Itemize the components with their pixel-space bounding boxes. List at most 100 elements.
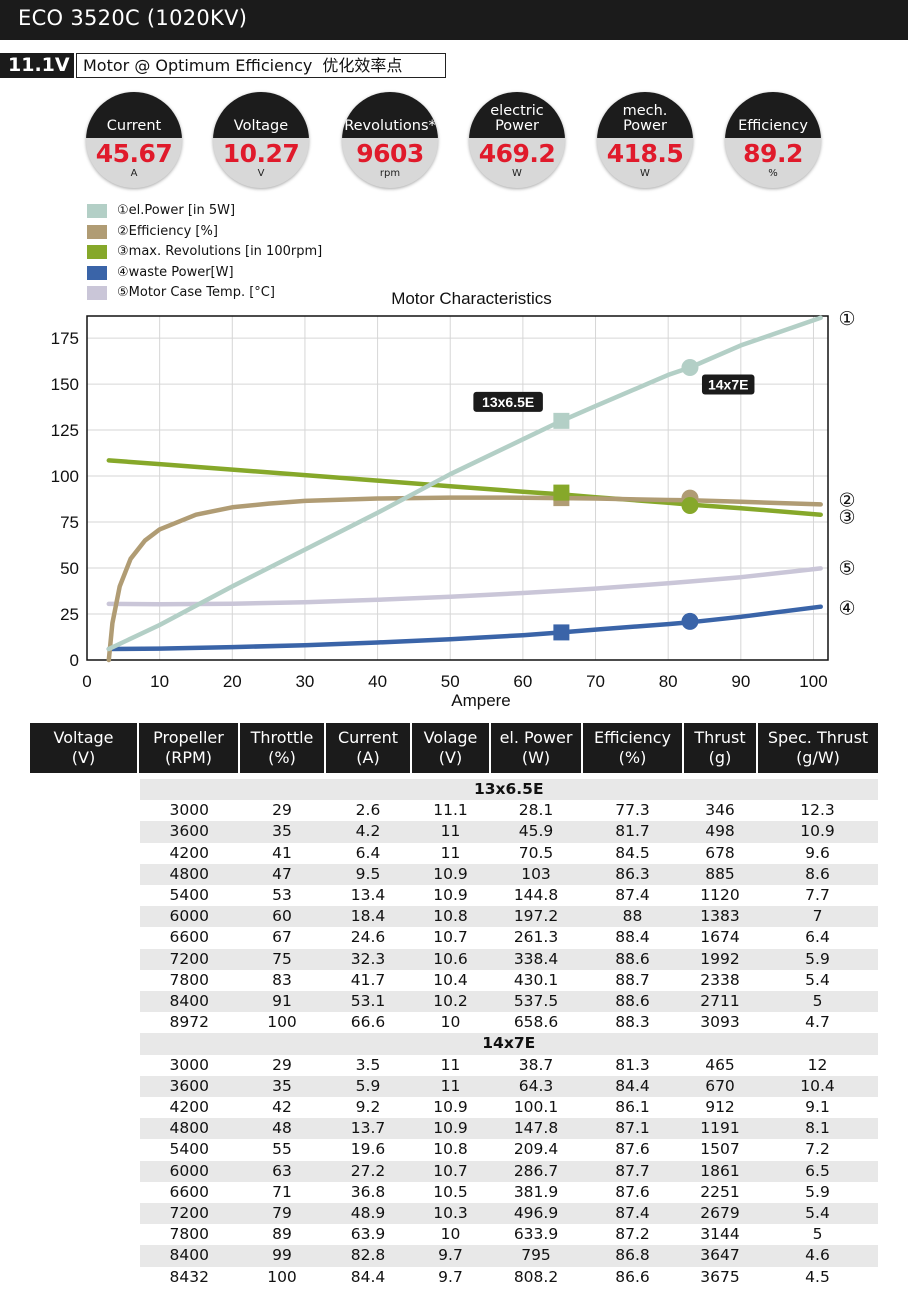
table-cell: 79 bbox=[239, 1203, 325, 1225]
column-header: Thrust (g) bbox=[682, 723, 757, 773]
table-cell: 63 bbox=[239, 1160, 325, 1182]
gauge-cap bbox=[469, 92, 565, 138]
table-cell: 4200 bbox=[138, 1097, 239, 1119]
table-cell: 6.4 bbox=[325, 842, 411, 864]
table-cell: 5400 bbox=[138, 885, 239, 907]
table-cell: 87.1 bbox=[582, 1118, 683, 1140]
table-cell: 47 bbox=[239, 863, 325, 886]
gauge-label: Voltage bbox=[233, 118, 289, 134]
gauge-electric-power: electric Power 469.2 W bbox=[469, 92, 565, 188]
table-cell: 6600 bbox=[138, 1181, 239, 1204]
table-cell: 381.9 bbox=[490, 1181, 582, 1204]
table-cell: 912 bbox=[683, 1097, 757, 1119]
table-row: 4200 41 6.4 11 70.5 84.5 678 9.6 bbox=[30, 842, 878, 864]
gauge-label: Current bbox=[106, 118, 162, 134]
legend-swatch bbox=[87, 204, 107, 218]
table-cell: 11 bbox=[411, 821, 490, 843]
table-cell: 670 bbox=[683, 1075, 757, 1098]
table-row: 8972 100 66.6 10 658.6 88.3 3093 4.7 bbox=[30, 1012, 878, 1034]
table-cell: 53.1 bbox=[325, 991, 411, 1013]
operating-point-marker bbox=[553, 412, 570, 429]
gauge-voltage: Voltage 10.27 V bbox=[213, 92, 309, 188]
table-cell: 795 bbox=[490, 1245, 582, 1267]
table-cell: 1861 bbox=[683, 1160, 757, 1182]
table-cell: 10.3 bbox=[411, 1203, 490, 1225]
table-cell: 10.8 bbox=[411, 906, 490, 928]
motor-characteristics-chart: 0 10 20 30 40 50 60 70 80 90 100 0 25 50 75 100 125 150 17… bbox=[51, 289, 856, 710]
gauge-label: Revolutions* bbox=[344, 118, 436, 134]
y-tick-label: 25 bbox=[60, 605, 79, 624]
table-cell: 4800 bbox=[138, 1118, 239, 1140]
table-cell: 10.4 bbox=[411, 969, 490, 992]
table-cell: 86.3 bbox=[582, 863, 683, 886]
table-row: 3000 29 3.5 11 38.7 81.3 465 12 bbox=[30, 1054, 878, 1076]
table-cell: 465 bbox=[683, 1054, 757, 1076]
table-cell: 35 bbox=[239, 821, 325, 843]
table-cell: 658.6 bbox=[490, 1012, 582, 1034]
table-cell: 3647 bbox=[683, 1245, 757, 1267]
table-cell: 41.7 bbox=[325, 969, 411, 992]
table-cell: 24.6 bbox=[325, 927, 411, 949]
gauge-label: electric Power bbox=[490, 103, 544, 134]
table-cell: 99 bbox=[239, 1245, 325, 1267]
table-cell: 6.4 bbox=[757, 927, 878, 949]
x-tick-label: 90 bbox=[731, 672, 750, 691]
table-cell: 6.5 bbox=[757, 1160, 878, 1182]
table-cell: 5 bbox=[757, 1224, 878, 1246]
table-cell: 633.9 bbox=[490, 1224, 582, 1246]
table-cell: 67 bbox=[239, 927, 325, 949]
y-tick-label: 150 bbox=[51, 375, 79, 394]
voltage-group-label: 11.1V (3S LIPO) bbox=[30, 773, 140, 1288]
table-cell: 10.6 bbox=[411, 948, 490, 970]
table-cell: 10.9 bbox=[411, 1097, 490, 1119]
table-cell: 8400 bbox=[138, 1245, 239, 1267]
table-cell: 2711 bbox=[683, 991, 757, 1013]
table-cell: 7800 bbox=[138, 969, 239, 992]
table-cell: 7200 bbox=[138, 948, 239, 970]
y-tick-label: 125 bbox=[51, 421, 79, 440]
table-cell: 2251 bbox=[683, 1181, 757, 1204]
operating-point-marker bbox=[553, 624, 570, 641]
legend-label: ③max. Revolutions [in 100rpm] bbox=[117, 244, 323, 260]
gauge-label: mech. Power bbox=[622, 103, 668, 134]
table-cell: 10.7 bbox=[411, 927, 490, 949]
table-cell: 10.2 bbox=[411, 991, 490, 1013]
gauge-value: 469.2 bbox=[478, 139, 556, 168]
propeller-label-box bbox=[473, 391, 543, 412]
gauge-value: 45.67 bbox=[95, 139, 173, 168]
series-end-marker: ④ bbox=[838, 598, 855, 620]
table-cell: 10 bbox=[411, 1012, 490, 1034]
table-cell: 8400 bbox=[138, 991, 239, 1013]
table-row: 8432 100 84.4 9.7 808.2 86.6 3675 4.5 bbox=[30, 1266, 878, 1288]
table-cell: 144.8 bbox=[490, 885, 582, 907]
product-title: ECO 3520C (1020KV) bbox=[18, 6, 248, 30]
table-cell: 4200 bbox=[138, 842, 239, 864]
propeller-group-name: 13x6.5E bbox=[138, 779, 878, 801]
table-row: 7800 89 63.9 10 633.9 87.2 3144 5 bbox=[30, 1224, 878, 1246]
column-header: Throttle (%) bbox=[238, 723, 325, 773]
gauge-label: Efficiency bbox=[738, 118, 808, 134]
table-cell: 63.9 bbox=[325, 1224, 411, 1246]
table-cell: 10.5 bbox=[411, 1181, 490, 1204]
gauge-unit: % bbox=[768, 168, 778, 179]
table-cell: 48.9 bbox=[325, 1203, 411, 1225]
table-cell: 5 bbox=[757, 991, 878, 1013]
table-row: 6600 67 24.6 10.7 261.3 88.4 1674 6.4 bbox=[30, 927, 878, 949]
table-spacer: 11.1V (3S LIPO) bbox=[30, 773, 878, 1288]
table-cell: 87.2 bbox=[582, 1224, 683, 1246]
gauge-value: 9603 bbox=[356, 139, 424, 168]
table-row: 4800 47 9.5 10.9 103 86.3 885 8.6 bbox=[30, 863, 878, 886]
table-cell: 1507 bbox=[683, 1139, 757, 1161]
table-cell: 8432 bbox=[138, 1266, 239, 1288]
table-cell: 1674 bbox=[683, 927, 757, 949]
table-cell: 10.4 bbox=[757, 1075, 878, 1098]
series-end-marker: ⑤ bbox=[838, 557, 855, 579]
table-cell: 28.1 bbox=[490, 800, 582, 822]
table-cell: 88.3 bbox=[582, 1012, 683, 1034]
table-cell: 496.9 bbox=[490, 1203, 582, 1225]
gauge-unit: rpm bbox=[379, 168, 401, 179]
table-cell: 261.3 bbox=[490, 927, 582, 949]
table-cell: 147.8 bbox=[490, 1118, 582, 1140]
plot-frame bbox=[86, 315, 829, 661]
voltage-tag: 11.1V bbox=[0, 53, 74, 78]
